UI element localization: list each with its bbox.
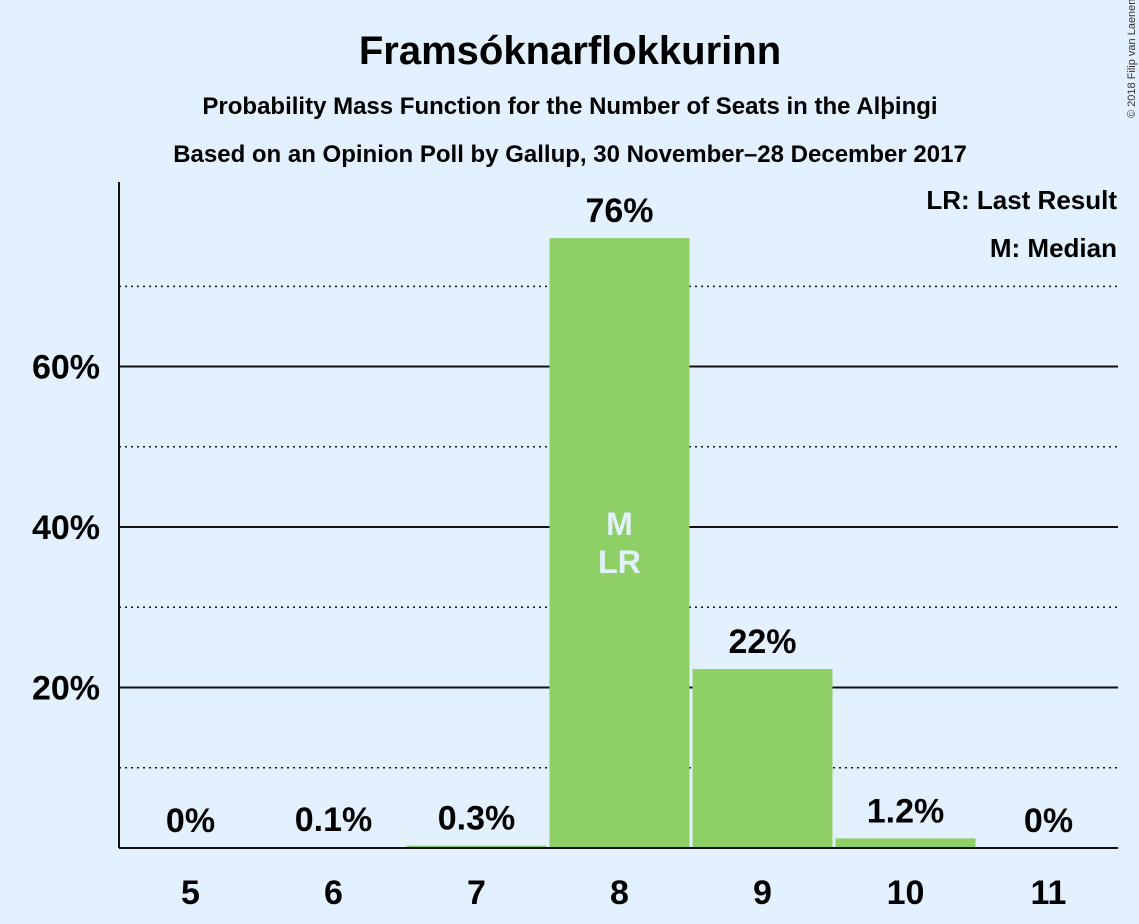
x-tick-label: 7 [467,874,486,912]
copyright-text: © 2018 Filip van Laenen [1126,0,1138,118]
x-tick-label: 9 [753,874,772,912]
bar-seats-9 [692,669,833,848]
data-label: 76% [585,192,653,230]
chart-subtitle: Probability Mass Function for the Number… [202,93,937,120]
data-label: 0.3% [438,800,516,838]
x-tick-label: 11 [1031,874,1067,912]
x-tick-label: 10 [887,874,925,912]
bar-layer [263,238,976,848]
y-tick-label: 60% [32,349,100,387]
legend-median: M: Median [990,233,1117,263]
chart-subtitle-poll: Based on an Opinion Poll by Gallup, 30 N… [173,141,967,168]
bar-seats-8 [549,238,690,848]
data-label: 0% [1024,802,1073,840]
y-tick-label: 40% [32,509,100,547]
data-label: 1.2% [867,792,945,830]
data-label: 0.1% [295,801,373,839]
y-tick-label: 20% [32,670,100,708]
last-result-marker: LR [598,544,641,580]
bar-seats-10 [835,838,976,848]
legend-last-result: LR: Last Result [926,185,1117,215]
x-tick-label: 6 [324,874,343,912]
x-tick-label: 5 [181,874,200,912]
bar-seats-7 [406,845,547,848]
data-label: 22% [728,623,796,661]
axis-layer: 20% 40% 60% 5 6 7 8 9 10 11 [32,182,1118,912]
median-marker: M [606,506,633,542]
chart-title: Framsóknarflokkurinn [359,29,781,73]
data-label: 0% [166,802,215,840]
x-tick-label: 8 [610,874,629,912]
label-layer: 0% 0.1% 0.3% 76% 22% 1.2% 0% MLR [166,192,1073,840]
